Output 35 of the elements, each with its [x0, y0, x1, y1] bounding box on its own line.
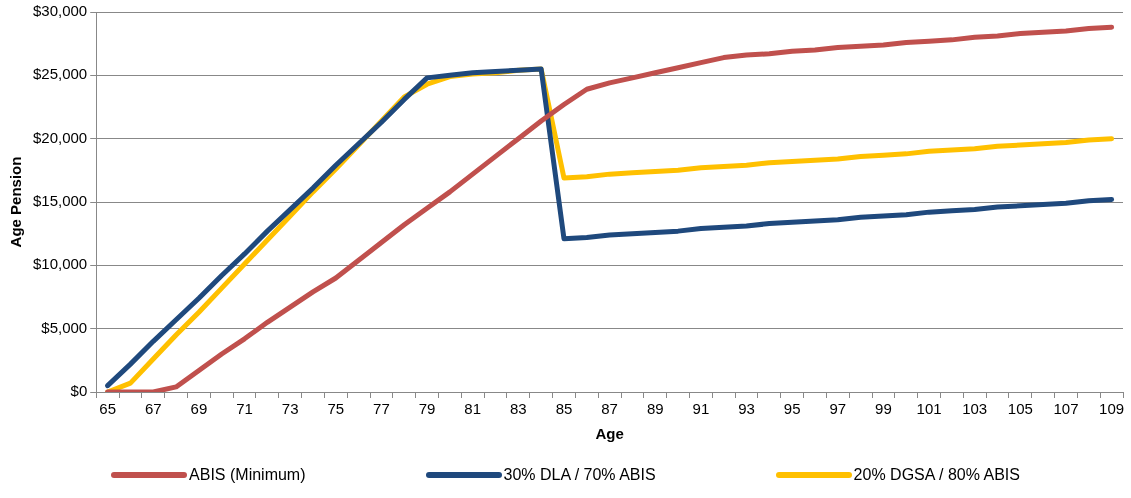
y-tick-label: $30,000	[32, 2, 88, 20]
x-tick-label: 73	[281, 400, 299, 418]
x-tick-label: 85	[555, 400, 573, 418]
x-axis-title: Age	[595, 425, 624, 443]
x-tick-label: 75	[327, 400, 345, 418]
x-tick-label: 101	[916, 400, 942, 418]
x-tick-label: 81	[464, 400, 482, 418]
x-tick-label: 69	[190, 400, 208, 418]
x-tick-label: 87	[601, 400, 618, 418]
x-tick-label: 65	[99, 400, 116, 418]
y-tick-label: $5,000	[41, 318, 88, 336]
y-axis-title: Age Pension	[7, 156, 25, 248]
y-tick-label: $25,000	[32, 65, 88, 83]
x-tick-label: 103	[962, 400, 988, 418]
x-tick-label: 93	[738, 400, 755, 418]
y-tick-label: $15,000	[32, 192, 88, 210]
x-tick-label: 95	[783, 400, 801, 418]
x-tick-label: 67	[144, 400, 162, 418]
y-tick-label: $10,000	[32, 255, 88, 273]
legend-label: ABIS (Minimum)	[189, 466, 306, 484]
x-tick-label: 97	[829, 400, 847, 418]
x-tick-label: 79	[418, 400, 436, 418]
x-tick-label: 99	[875, 400, 892, 418]
x-tick-label: 107	[1053, 400, 1079, 418]
x-tick-label: 89	[646, 400, 664, 418]
x-tick-label: 109	[1099, 400, 1125, 418]
y-tick-label: $20,000	[32, 128, 88, 146]
legend-label: 20% DGSA / 80% ABIS	[853, 466, 1020, 484]
y-tick-label: $0	[70, 382, 88, 400]
x-tick-label: 71	[236, 400, 253, 418]
x-tick-label: 83	[510, 400, 527, 418]
x-tick-label: 105	[1007, 400, 1033, 418]
x-tick-label: 77	[373, 400, 390, 418]
legend-label: 30% DLA / 70% ABIS	[503, 466, 656, 484]
x-tick-label: 91	[692, 400, 710, 418]
